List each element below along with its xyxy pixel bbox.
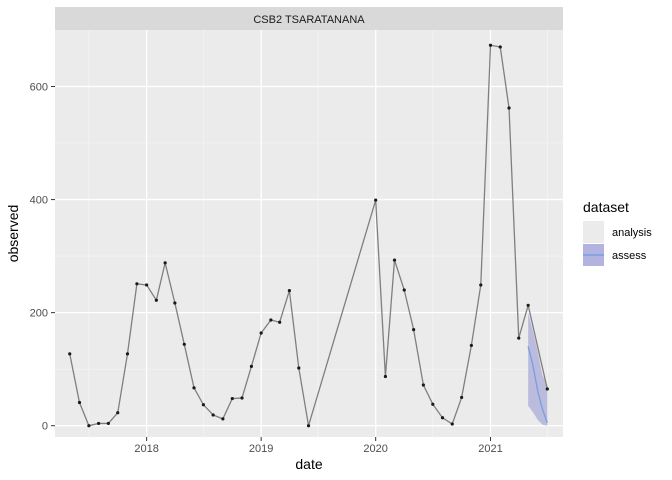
legend-key-analysis (583, 221, 604, 243)
legend-title: dataset (583, 199, 629, 215)
x-axis-title: date (295, 456, 322, 472)
observed-point (507, 106, 511, 110)
observed-point (374, 198, 378, 202)
x-tick-label: 2018 (134, 443, 158, 455)
observed-point (211, 413, 215, 417)
observed-point (145, 283, 149, 287)
observed-point (106, 421, 110, 426)
x-axis: 2018 2019 2020 2021 (134, 437, 503, 455)
y-tick-label: 400 (30, 195, 48, 207)
observed-point (230, 396, 234, 401)
points-layer (68, 43, 549, 428)
legend-label-analysis: analysis (612, 227, 652, 239)
y-tick-label: 200 (30, 308, 48, 320)
y-axis-title: observed (5, 205, 21, 263)
observed-point (249, 364, 254, 368)
observed-point (297, 366, 301, 370)
observed-point (154, 298, 158, 302)
observed-point (431, 402, 435, 406)
observed-point (116, 411, 120, 415)
observed-point (306, 424, 311, 428)
series-layer (69, 44, 548, 427)
observed-point (221, 417, 225, 421)
assess-line (527, 346, 548, 424)
observed-point (173, 301, 177, 305)
observed-point (383, 374, 388, 379)
observed-point (269, 318, 273, 322)
observed-point (469, 343, 473, 348)
observed-point (440, 416, 445, 420)
minor-gridlines (55, 30, 563, 437)
observed-point (498, 45, 502, 49)
observed-line (69, 44, 548, 427)
observed-point (68, 352, 72, 356)
observed-point (77, 400, 82, 405)
observed-point (125, 352, 130, 356)
assess-band-layer (528, 312, 548, 426)
assess-band (528, 312, 548, 426)
observed-point (259, 331, 263, 335)
observed-point (163, 261, 167, 265)
observed-point (135, 282, 139, 286)
observed-point (402, 288, 406, 292)
legend-label-assess: assess (612, 250, 647, 262)
x-tick-label: 2021 (478, 443, 502, 455)
facet-strip (55, 7, 563, 30)
observed-point (526, 303, 530, 307)
observed-point (412, 327, 416, 332)
legend: dataset analysis assess (583, 199, 652, 266)
observed-point (240, 396, 244, 400)
plot-panel (55, 30, 563, 437)
y-tick-label: 600 (30, 82, 48, 94)
observed-point (450, 422, 454, 426)
observed-point (97, 421, 101, 426)
observed-point (460, 395, 464, 400)
x-tick-label: 2019 (249, 443, 273, 455)
observed-point (192, 386, 196, 390)
y-tick-label: 0 (42, 421, 48, 433)
y-axis: 0 200 400 600 (30, 82, 55, 433)
observed-point (201, 403, 206, 407)
observed-point (182, 342, 186, 346)
observed-point (287, 288, 291, 293)
observed-point (87, 424, 91, 428)
facet-label: CSB2 TSARATANANA (253, 14, 365, 26)
observed-point (488, 43, 493, 47)
x-tick-label: 2020 (363, 443, 387, 455)
observed-point (278, 320, 282, 324)
observed-point (392, 258, 397, 262)
observed-point (545, 387, 549, 391)
observed-point (479, 283, 483, 287)
observed-point (517, 336, 521, 340)
observed-point (421, 383, 425, 387)
